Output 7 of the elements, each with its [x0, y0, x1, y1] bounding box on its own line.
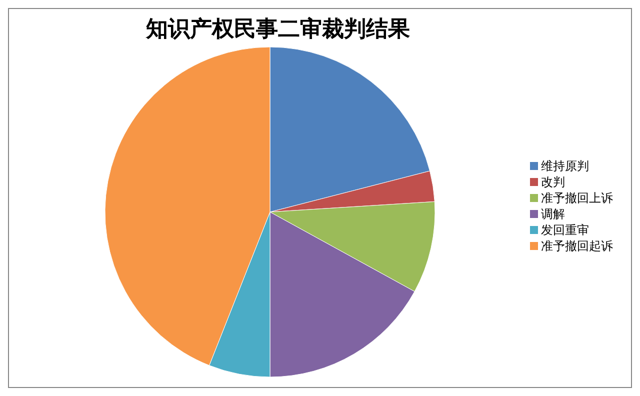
- legend-label: 改判: [541, 175, 565, 189]
- legend-label: 准予撤回起诉: [541, 239, 613, 253]
- legend-label: 维持原判: [541, 159, 589, 173]
- legend-label: 调解: [541, 207, 565, 221]
- legend-label: 准予撤回上诉: [541, 191, 613, 205]
- chart-title: 知识产权民事二审裁判结果: [145, 16, 411, 42]
- legend-label: 发回重审: [541, 223, 589, 237]
